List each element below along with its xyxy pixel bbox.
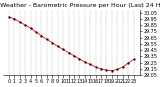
Title: Milwaukee Weather - Barometric Pressure per Hour (Last 24 Hours): Milwaukee Weather - Barometric Pressure … [0, 3, 160, 8]
